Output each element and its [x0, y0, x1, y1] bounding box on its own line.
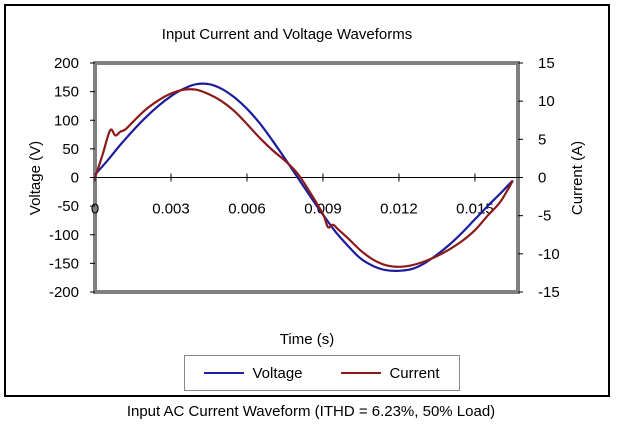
legend-label-voltage: Voltage	[252, 364, 303, 382]
y-left-tick-label: 50	[62, 141, 79, 158]
y-left-tick-label: -150	[49, 255, 79, 272]
y-left-tick-label: 0	[71, 170, 79, 187]
y-right-tick-label: 0	[538, 170, 546, 187]
chart-title: Input Current and Voltage Waveforms	[162, 26, 412, 43]
y-right-tick-label: -5	[538, 208, 551, 225]
legend-swatch-voltage	[204, 372, 245, 374]
y-left-tick-label: -50	[57, 198, 79, 215]
series-line-voltage	[94, 82, 514, 273]
y-right-tick-label: 15	[538, 55, 555, 72]
x-axis-title: Time (s)	[280, 331, 334, 348]
y-left-tick-label: 100	[54, 112, 79, 129]
series-line-current	[93, 88, 514, 268]
x-tick-label: 0	[91, 201, 99, 218]
x-tick-label: 0.015	[456, 201, 494, 218]
chart-svg: Input Current and Voltage Waveforms 200 15…	[27, 26, 586, 348]
y-left-axis-title: Voltage (V)	[27, 141, 44, 215]
y-right-axis-title: Current (A)	[569, 141, 586, 215]
legend: Voltage Current	[184, 355, 460, 391]
y-right-tick-label: -15	[538, 284, 560, 301]
x-tick-label: 0.009	[304, 201, 342, 218]
y-right-tick-label: -10	[538, 246, 560, 263]
legend-item-current: Current	[341, 364, 440, 382]
x-tick-label: 0.003	[152, 201, 190, 218]
legend-label-current: Current	[389, 364, 440, 382]
y-right-tick-label: 5	[538, 131, 546, 148]
y-right-tick-label: 10	[538, 93, 555, 110]
y-left-tick-label: -200	[49, 284, 79, 301]
legend-item-voltage: Voltage	[204, 364, 303, 382]
x-tick-label: 0.012	[380, 201, 418, 218]
y-left-tick-label: -100	[49, 227, 79, 244]
y-left-tick-label: 150	[54, 84, 79, 101]
x-tick-label: 0.006	[228, 201, 266, 218]
figure-caption: Input AC Current Waveform (ITHD = 6.23%,…	[126, 403, 496, 420]
y-left-tick-label: 200	[54, 55, 79, 72]
legend-swatch-current	[341, 372, 382, 374]
